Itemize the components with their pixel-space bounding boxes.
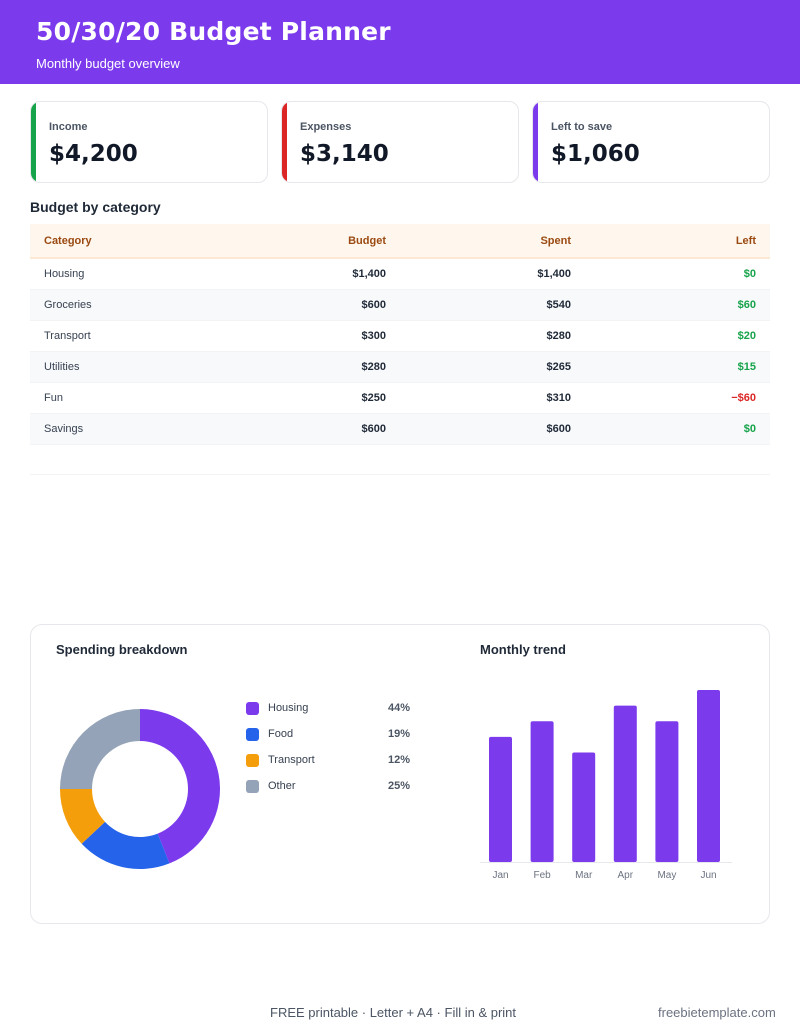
spending-breakdown-title: Spending breakdown [56,642,188,657]
donut-slice-other [60,709,140,789]
category-cell: Savings [44,423,84,435]
x-tick-label: Apr [618,870,634,881]
summary-card-expenses: Expenses $3,140 [281,101,519,183]
expenses-label: Expenses [300,121,352,133]
monthly-trend-title: Monthly trend [480,642,566,657]
x-tick-label: Jun [700,870,716,881]
budget-cell: $280 [361,361,386,373]
table-divider [30,474,770,475]
income-value: $4,200 [49,141,138,167]
bar-feb [530,721,554,862]
donut-slice-transport [60,789,106,844]
column-header-left: Left [735,234,756,247]
legend-item-transport: Transport 12% [246,753,416,779]
legend-label: Other [268,780,296,792]
legend-item-housing: Housing 44% [246,701,416,727]
left-cell: $15 [737,361,756,373]
spent-cell: $600 [546,423,571,435]
expenses-accent-bar [282,102,287,182]
column-header-spent: Spent [540,234,571,247]
left-cell: −$60 [731,392,756,404]
budget-table: Category Budget Spent Left Housing $1,40… [30,224,770,445]
budget-table-title: Budget by category [30,199,161,215]
legend-percent: 25% [387,780,410,792]
table-row: Groceries $600 $540 $60 [30,290,770,321]
legend-swatch [246,702,259,715]
left-cell: $60 [737,299,756,311]
summary-card-income: Income $4,200 [30,101,268,183]
spent-cell: $1,400 [537,268,571,280]
legend-percent: 12% [387,754,410,766]
left-to-save-label: Left to save [551,121,613,133]
footer-site: freebietemplate.com [658,1005,776,1020]
table-row: Fun $250 $310 −$60 [30,383,770,414]
table-row: Housing $1,400 $1,400 $0 [30,259,770,290]
legend-swatch [246,754,259,767]
budget-cell: $300 [361,330,386,342]
monthly-trend-bar-chart: Jan Feb Mar Apr May Jun [480,690,732,881]
category-cell: Groceries [44,299,92,311]
legend-item-other: Other 25% [246,779,416,805]
left-to-save-accent-bar [533,102,538,182]
category-cell: Housing [44,268,85,280]
page-header: 50/30/20 Budget Planner Monthly budget o… [0,0,800,84]
column-header-category: Category [44,234,92,247]
x-tick-label: Jan [492,870,508,881]
spent-cell: $280 [546,330,571,342]
legend-label: Transport [268,754,315,766]
left-to-save-value: $1,060 [551,141,640,167]
charts-panel [30,624,770,924]
bar-may [655,721,679,862]
expenses-value: $3,140 [300,141,389,167]
column-header-budget: Budget [348,234,386,247]
donut-slice-food [81,821,170,869]
legend-percent: 44% [387,702,410,714]
income-label: Income [49,121,88,133]
category-cell: Transport [44,330,91,342]
bar-apr [613,705,637,862]
table-header-row: Category Budget Spent Left [30,224,770,259]
legend-percent: 19% [387,728,410,740]
budget-cell: $1,400 [352,268,386,280]
left-cell: $20 [737,330,756,342]
x-tick-label: Mar [575,870,593,881]
spending-donut-chart [60,709,221,869]
bar-jan [489,736,512,862]
table-row: Savings $600 $600 $0 [30,414,770,445]
bar-mar [572,752,596,862]
spent-cell: $265 [546,361,571,373]
x-tick-label: Feb [533,870,551,881]
left-cell: $0 [743,423,756,435]
legend-item-food: Food 19% [246,727,416,753]
legend-swatch [246,728,259,741]
spent-cell: $310 [546,392,571,404]
category-cell: Utilities [44,361,80,373]
bar-jun [697,690,720,862]
legend-label: Housing [268,702,309,714]
footer-note: FREE printable · Letter + A4 · Fill in &… [270,1005,517,1020]
budget-cell: $600 [361,299,386,311]
left-cell: $0 [743,268,756,280]
page-subtitle: Monthly budget overview [36,56,180,71]
page-title: 50/30/20 Budget Planner [36,17,391,46]
category-cell: Fun [44,392,63,404]
table-row: Transport $300 $280 $20 [30,321,770,352]
summary-card-left-to-save: Left to save $1,060 [532,101,770,183]
spending-legend: Housing 44% Food 19% Transport 12% Other… [246,701,416,805]
budget-cell: $250 [361,392,386,404]
spent-cell: $540 [546,299,571,311]
donut-slice-housing [140,709,221,864]
legend-swatch [246,780,259,793]
x-tick-label: May [657,870,676,881]
budget-cell: $600 [361,423,386,435]
legend-label: Food [268,728,294,740]
income-accent-bar [31,102,36,182]
table-row: Utilities $280 $265 $15 [30,352,770,383]
